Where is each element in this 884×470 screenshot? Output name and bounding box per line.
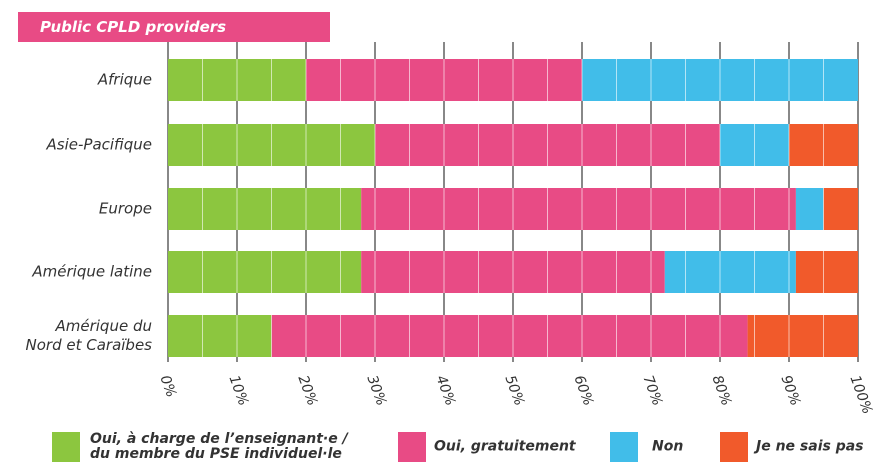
bar-segment [823,188,858,230]
x-tick-label: 20% [294,373,320,408]
bar-segment [168,251,362,293]
bar-segment [664,251,796,293]
bar-segment [271,315,748,357]
x-tick-label: 30% [363,373,389,408]
x-tick-label: 90% [777,373,803,408]
bar-segment [747,315,858,357]
x-tick-label: 80% [708,373,734,408]
x-tick-label: 60% [570,373,596,408]
x-tick-label: 40% [432,373,458,408]
y-tick-label: Amérique latine [32,262,152,281]
bar-segment [168,188,362,230]
bar-segment [795,188,824,230]
y-tick-label: Asie-Pacifique [46,135,152,154]
title-banner: Public CPLD providers [18,12,330,42]
x-tick-label: 50% [501,373,527,408]
y-tick-label: Amérique du Nord et Caraïbes [25,317,153,354]
x-tick-label: 0% [156,373,179,399]
x-tick-label: 100% [846,373,875,416]
legend-label: Oui, à charge de l’enseignant·e / du mem… [90,431,348,462]
legend-label: Je ne sais pas [756,438,864,455]
bar-segment [795,251,858,293]
chart-title: Public CPLD providers [40,18,227,36]
y-tick-label: Afrique [97,70,152,89]
bar-segment [168,315,272,357]
legend-swatch [720,432,748,462]
x-tick-label: 10% [225,373,251,408]
legend-label: Oui, gratuitement [434,438,576,455]
x-tick-label: 70% [639,373,665,408]
legend-swatch [610,432,638,462]
y-tick-label: Europe [98,199,152,218]
bar-segment [361,188,796,230]
legend-swatch [52,432,80,462]
legend-label: Non [652,438,684,455]
legend-swatch [398,432,426,462]
